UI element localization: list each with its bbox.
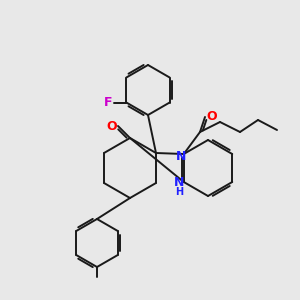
Text: O: O xyxy=(107,119,117,133)
Text: H: H xyxy=(175,187,183,197)
Text: N: N xyxy=(176,151,186,164)
Text: N: N xyxy=(174,176,184,190)
Text: F: F xyxy=(104,96,112,109)
Text: O: O xyxy=(207,110,217,124)
